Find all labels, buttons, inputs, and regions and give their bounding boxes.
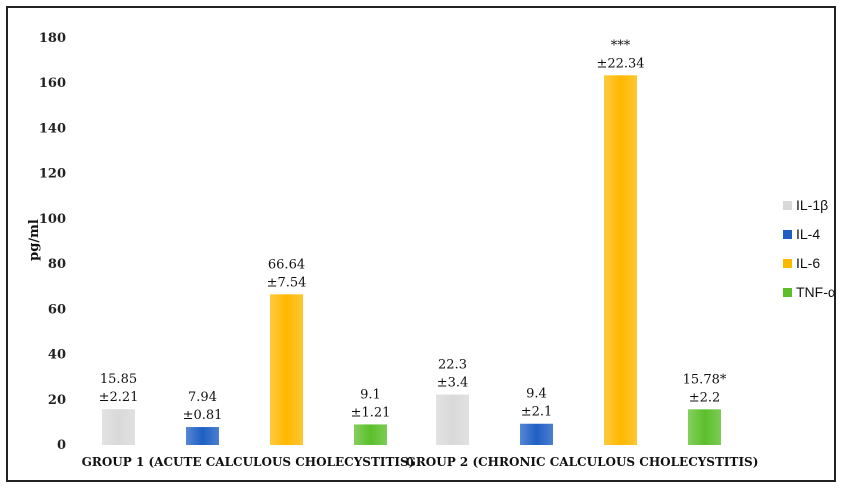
bar-il1-group1 [102, 409, 135, 445]
data-label: 15.85 [100, 372, 137, 387]
data-label: ±2.1 [521, 405, 553, 420]
data-label: ±2.21 [99, 390, 139, 405]
legend-swatch [783, 259, 792, 268]
data-labels: 15.85 ±2.21 7.94 ±0.81 66.64 ±7.54 9.1 ±1.21 22.… [99, 38, 727, 423]
category-labels: GROUP 1 (ACUTE CALCULOUS CHOLECYSTITIS)G… [82, 455, 759, 469]
legend-swatch [783, 288, 792, 297]
bar-il1-group2 [436, 394, 469, 445]
category-label: GROUP 1 (ACUTE CALCULOUS CHOLECYSTITIS) [82, 455, 415, 469]
data-label: ±7.54 [267, 275, 307, 290]
bar-il6-group2 [604, 75, 637, 445]
y-tick-label: 160 [39, 76, 66, 91]
data-label: 15.78* [683, 372, 727, 387]
y-tick-label: 120 [39, 167, 66, 182]
y-tick-label: 80 [48, 257, 66, 272]
legend-swatch [783, 230, 792, 239]
data-label: ±3.4 [437, 376, 469, 391]
data-label: ±2.2 [689, 390, 721, 405]
y-tick-label: 0 [57, 438, 66, 453]
bar-il4-group2 [520, 423, 553, 445]
bar-tnf-group2 [688, 409, 721, 445]
y-tick-label: 100 [39, 212, 66, 227]
y-axis: 0 20 40 60 80 100 120 140 160 180 [39, 31, 66, 453]
data-label: 66.64 [268, 257, 305, 272]
data-label: 22.3 [438, 358, 467, 373]
legend-label: TNF-α [796, 284, 836, 300]
data-label: 9.4 [526, 387, 547, 402]
legend-label: IL-1β [796, 197, 828, 213]
y-tick-label: 60 [48, 302, 66, 317]
data-label: *** [611, 38, 631, 53]
legend-label: IL-4 [796, 226, 820, 242]
legend-label: IL-6 [796, 255, 820, 271]
data-label: 7.94 [188, 390, 217, 405]
bar-il6-group1 [270, 294, 303, 445]
y-tick-label: 180 [39, 31, 66, 46]
y-tick-label: 20 [48, 393, 66, 408]
legend: IL-1β IL-4 IL-6 TNF-α [783, 197, 836, 300]
data-label: ±22.34 [596, 56, 644, 71]
y-tick-label: 40 [48, 348, 66, 363]
bar-tnf-group1 [354, 424, 387, 445]
bar-chart: 0 20 40 60 80 100 120 140 160 180 pg/ml 15.85 ±2.2… [27, 31, 836, 469]
y-tick-label: 140 [39, 121, 66, 136]
legend-swatch [783, 201, 792, 210]
category-label: GROUP 2 (CHRONIC CALCULOUS CHOLECYSTITIS… [406, 455, 759, 469]
data-label: ±0.81 [183, 408, 223, 423]
data-label: ±1.21 [351, 405, 391, 420]
chart-frame: 0 20 40 60 80 100 120 140 160 180 pg/ml 15.85 ±2.2… [6, 6, 836, 482]
y-axis-label: pg/ml [27, 219, 42, 261]
data-label: 9.1 [360, 387, 381, 402]
bars [102, 75, 721, 445]
bar-il4-group1 [186, 427, 219, 445]
